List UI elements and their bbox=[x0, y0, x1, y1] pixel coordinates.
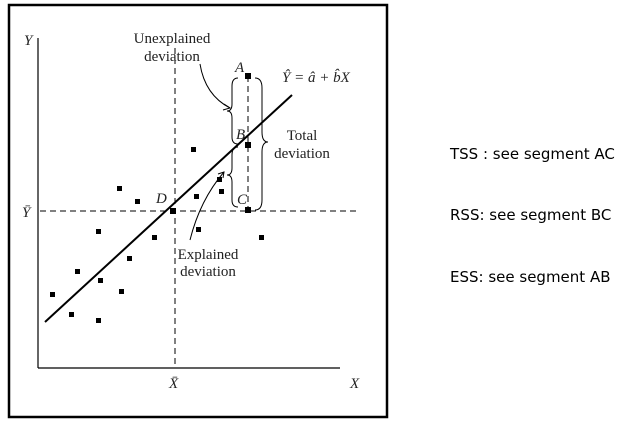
note: RSS: see segment BC bbox=[450, 206, 611, 224]
note: ESS: see segment AB bbox=[450, 268, 611, 286]
annotation: deviation bbox=[144, 49, 200, 65]
scatter-points bbox=[50, 73, 264, 323]
annotation: deviation bbox=[274, 146, 330, 162]
annotation: Explained bbox=[178, 247, 239, 263]
frame bbox=[7, 3, 389, 419]
axis-label: Y bbox=[24, 33, 34, 49]
brace-bc bbox=[226, 146, 239, 208]
arrow-head bbox=[217, 171, 225, 179]
brace-ac bbox=[254, 77, 269, 211]
point-label: A bbox=[234, 60, 245, 76]
brace-ab bbox=[226, 77, 239, 145]
regression-line bbox=[44, 94, 293, 323]
point-label: B bbox=[236, 127, 245, 143]
annotation: Total bbox=[287, 128, 318, 144]
arrow bbox=[189, 171, 225, 241]
note: TSS : see segment AC bbox=[449, 145, 615, 163]
axis-label: X bbox=[349, 376, 360, 392]
labels: Y X Ȳ X̄ Ŷ = â + b̂X A B C D Unexplained… bbox=[22, 31, 360, 392]
arrow-head bbox=[222, 103, 232, 111]
arrow bbox=[199, 63, 231, 109]
point-label: D bbox=[155, 191, 167, 207]
annotation: deviation bbox=[180, 264, 236, 280]
mean-label: X̄ bbox=[168, 376, 179, 392]
equation: Ŷ = â + b̂X bbox=[282, 69, 351, 86]
annotation: Unexplained bbox=[134, 31, 211, 47]
axes bbox=[37, 38, 360, 369]
point-label: C bbox=[237, 192, 248, 208]
notes: TSS : see segment AC RSS: see segment BC… bbox=[449, 145, 615, 286]
mean-label: Ȳ bbox=[22, 205, 32, 221]
